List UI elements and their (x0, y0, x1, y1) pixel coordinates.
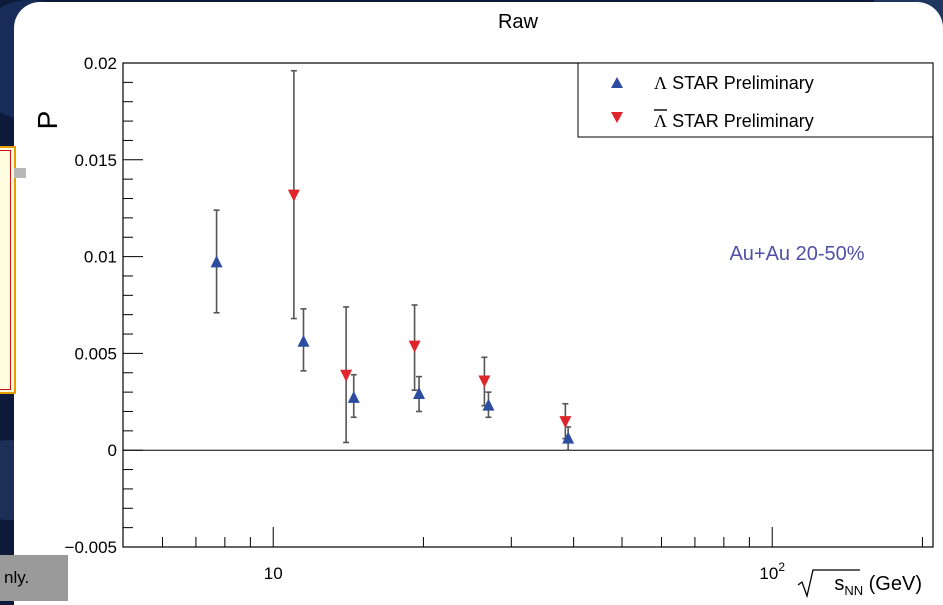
y-tick-label: 0.02 (84, 54, 117, 73)
y-tick-label: −0.005 (65, 538, 117, 557)
x-axis-label: sNN (GeV) (834, 573, 922, 598)
legend-marker-antilambda (611, 112, 623, 123)
sqrt-sign (797, 569, 860, 599)
y-tick-label: 0.015 (74, 151, 117, 170)
y-tick-label: 0.005 (74, 344, 117, 363)
legend-label-antilambda: Λ STAR Preliminary (654, 111, 814, 131)
plot-frame (122, 62, 934, 548)
legend-marker-lambda (611, 77, 623, 88)
lambda-point (347, 390, 360, 403)
legend-box (577, 62, 934, 138)
x-label-unit: (GeV) (863, 573, 922, 595)
lambda-point (210, 255, 223, 268)
lambda-point (482, 398, 495, 411)
y-tick-label: 0 (108, 441, 117, 460)
side-strip (14, 168, 26, 178)
chart-title: Raw (498, 11, 539, 33)
lambda-point (413, 387, 426, 400)
legend: Λ STAR Preliminary Λ STAR Preliminary (577, 62, 934, 138)
legend-symbol-lambda: Λ (654, 73, 667, 93)
antilambda-point (340, 369, 353, 382)
y-axis-label: P (32, 111, 63, 130)
antilambda-point (287, 189, 300, 202)
side-note-box (0, 146, 16, 394)
legend-name-antilambda: STAR Preliminary (672, 111, 814, 131)
x-label-root: s (834, 573, 844, 595)
legend-label-lambda: Λ STAR Preliminary (654, 73, 814, 93)
antilambda-point (408, 340, 421, 353)
centrality-annotation: Au+Au 20-50% (729, 243, 864, 265)
legend-name-lambda: STAR Preliminary (672, 73, 814, 93)
antilambda-point (559, 416, 572, 429)
x-tick-label: 102 (759, 560, 785, 583)
x-tick-label: 10 (264, 564, 283, 583)
y-tick-label: 0.01 (84, 248, 117, 267)
caption-fragment: nly. (0, 555, 68, 601)
lambda-point (297, 334, 310, 347)
side-note-border (0, 150, 11, 390)
antilambda-point (478, 375, 491, 388)
lambda-point (562, 431, 575, 444)
x-label-sub: NN (844, 583, 863, 598)
legend-symbol-antilambda: Λ (654, 111, 667, 131)
